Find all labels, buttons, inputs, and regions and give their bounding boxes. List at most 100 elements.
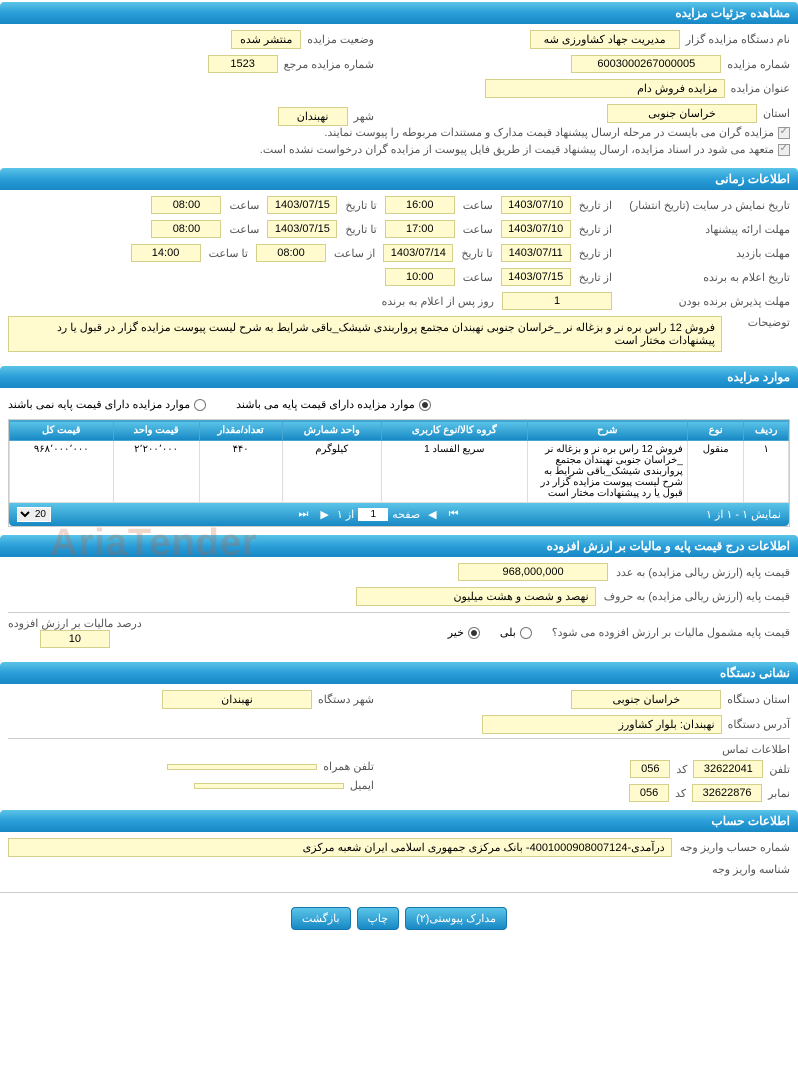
fax-label: نمابر xyxy=(768,787,790,800)
cell-desc: فروش 12 راس بره نر و بزغاله نر _خراسان ج… xyxy=(527,441,687,503)
from-date-label: از تاریخ xyxy=(579,247,612,260)
status-value: منتشر شده xyxy=(231,30,301,49)
attach-button[interactable]: مدارک پیوستی(۲) xyxy=(405,907,507,930)
org-province: خراسان جنوبی xyxy=(571,690,721,709)
pager-page-label: صفحه xyxy=(392,508,420,521)
city-label: شهر xyxy=(354,110,374,123)
section-header-details: مشاهده جزئیات مزایده xyxy=(0,2,798,24)
status-label: وضعیت مزایده xyxy=(307,33,374,46)
to-date-label: تا تاریخ xyxy=(345,223,376,236)
no-base-label: موارد مزایده دارای قیمت پایه نمی باشند xyxy=(8,398,190,411)
ref-no-value: 1523 xyxy=(208,55,278,73)
offer-to-date: 1403/07/15 xyxy=(267,220,337,238)
mobile-label: تلفن همراه xyxy=(323,760,374,773)
radio-no-base[interactable] xyxy=(194,399,206,411)
section-header-items: موارد مزایده xyxy=(0,366,798,388)
hour-label: ساعت xyxy=(229,223,259,236)
org-city-label: شهر دستگاه xyxy=(318,693,374,706)
cell-qty: ۴۴۰ xyxy=(199,441,282,503)
winner-days-label: مهلت پذیرش برنده بودن xyxy=(620,295,790,308)
from-date-label: از تاریخ xyxy=(579,199,612,212)
th-qty: تعداد/مقدار xyxy=(199,421,282,441)
ref-no-label: شماره مزایده مرجع xyxy=(284,58,374,71)
fax-code: 056 xyxy=(629,784,669,802)
org-label: نام دستگاه مزایده گزار xyxy=(686,33,790,46)
th-group: گروه کالا/نوع کاربری xyxy=(381,421,527,441)
hour-label: ساعت xyxy=(229,199,259,212)
pager-last-icon[interactable]: ⏭ xyxy=(295,508,313,521)
radio-vat-yes[interactable] xyxy=(520,627,532,639)
section-header-account: اطلاعات حساب xyxy=(0,810,798,832)
from-hour-label: از ساعت xyxy=(334,247,375,260)
display-label: تاریخ نمایش در سایت (تاریخ انتشار) xyxy=(620,199,790,212)
title-label: عنوان مزایده xyxy=(731,82,790,95)
announce-time: 10:00 xyxy=(385,268,455,286)
winner-days-unit: روز پس از اعلام به برنده xyxy=(382,295,494,308)
pager-page-input[interactable] xyxy=(358,508,388,521)
has-base-label: موارد مزایده دارای قیمت پایه می باشند xyxy=(236,398,415,411)
back-button[interactable]: بازگشت xyxy=(291,907,351,930)
visit-from-date: 1403/07/11 xyxy=(501,244,571,262)
note2: متعهد می شود در اسناد مزایده، ارسال پیشن… xyxy=(260,143,774,156)
from-date-label: از تاریخ xyxy=(579,271,612,284)
email xyxy=(194,783,344,789)
table-row: ۱ منقول فروش 12 راس بره نر و بزغاله نر _… xyxy=(10,441,789,503)
winner-days: 1 xyxy=(502,292,612,310)
print-button[interactable]: چاپ xyxy=(357,907,400,930)
pager: نمایش ۱ - ۱ از ۱ ⏮ ◀ صفحه از ۱ ▶ ⏭ 20 xyxy=(9,503,789,526)
vat-q: قیمت پایه مشمول مالیات بر ارزش افزوده می… xyxy=(552,626,790,639)
cell-row: ۱ xyxy=(744,441,789,503)
hour-label: ساعت xyxy=(463,199,493,212)
section-header-price: اطلاعات درج قیمت پایه و مالیات بر ارزش ا… xyxy=(0,535,798,557)
visit-to-time: 14:00 xyxy=(131,244,201,262)
pager-first-icon[interactable]: ⏮ xyxy=(445,508,463,521)
th-total: قیمت کل xyxy=(10,421,114,441)
base-num: 968,000,000 xyxy=(458,563,608,581)
pager-prev-icon[interactable]: ◀ xyxy=(424,508,440,521)
items-table: ردیف نوع شرح گروه کالا/نوع کاربری واحد ش… xyxy=(9,420,789,503)
visit-label: مهلت بازدید xyxy=(620,247,790,260)
radio-has-base[interactable] xyxy=(419,399,431,411)
offer-to-time: 08:00 xyxy=(151,220,221,238)
th-type: نوع xyxy=(687,421,744,441)
org-value: مدیریت جهاد کشاورزی شه xyxy=(530,30,680,49)
display-to-date: 1403/07/15 xyxy=(267,196,337,214)
base-num-label: قیمت پایه (ارزش ریالی مزایده) به عدد xyxy=(616,566,790,579)
to-date-label: تا تاریخ xyxy=(345,199,376,212)
phone-code: 056 xyxy=(630,760,670,778)
province-label: استان xyxy=(763,107,790,120)
email-label: ایمیل xyxy=(350,779,374,792)
fax-code-label: کد xyxy=(675,787,686,800)
contact-header: اطلاعات تماس xyxy=(8,743,790,756)
announce-date: 1403/07/15 xyxy=(501,268,571,286)
radio-vat-no[interactable] xyxy=(468,627,480,639)
section-header-org: نشانی دستگاه xyxy=(0,662,798,684)
announce-label: تاریخ اعلام به برنده xyxy=(620,271,790,284)
visit-to-date: 1403/07/14 xyxy=(383,244,453,262)
cell-type: منقول xyxy=(687,441,744,503)
offer-label: مهلت ارائه پیشنهاد xyxy=(620,223,790,236)
depo-value: درآمدی-4001000908007124- بانک مرکزی جمهو… xyxy=(8,838,672,857)
display-from-date: 1403/07/10 xyxy=(501,196,571,214)
vat-pct: 10 xyxy=(40,630,110,648)
pager-of: از ۱ xyxy=(337,508,354,521)
pager-size-select[interactable]: 20 xyxy=(17,507,51,522)
checkbox-icon xyxy=(778,144,790,156)
offer-from-time: 17:00 xyxy=(385,220,455,238)
pager-info: نمایش ۱ - ۱ از ۱ xyxy=(706,508,781,521)
vat-pct-label: درصد مالیات بر ارزش افزوده xyxy=(8,617,142,630)
offer-from-date: 1403/07/10 xyxy=(501,220,571,238)
vat-yes: بلی xyxy=(500,626,516,639)
cell-unit: کیلوگرم xyxy=(282,441,381,503)
desc-label: توضیحات xyxy=(730,316,790,329)
mobile xyxy=(167,764,317,770)
org-province-label: استان دستگاه xyxy=(727,693,790,706)
org-addr: نهبندان: بلوار کشاورز xyxy=(482,715,722,734)
city-value: نهبندان xyxy=(278,107,348,126)
to-date-label: تا تاریخ xyxy=(461,247,492,260)
cell-total: ۹۶۸٬۰۰۰٬۰۰۰ xyxy=(10,441,114,503)
th-unit-price: قیمت واحد xyxy=(113,421,199,441)
pager-next-icon[interactable]: ▶ xyxy=(316,508,332,521)
cell-group: سریع الفساد 1 xyxy=(381,441,527,503)
phone-code-label: کد xyxy=(676,763,687,776)
